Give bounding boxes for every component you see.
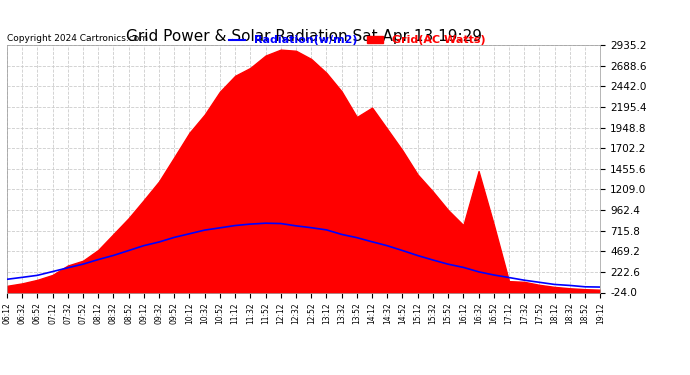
Text: Copyright 2024 Cartronics.com: Copyright 2024 Cartronics.com bbox=[7, 33, 148, 42]
Title: Grid Power & Solar Radiation Sat Apr 13 19:29: Grid Power & Solar Radiation Sat Apr 13 … bbox=[126, 29, 482, 44]
Legend: Radiation(w/m2), Grid(AC Watts): Radiation(w/m2), Grid(AC Watts) bbox=[226, 33, 488, 48]
